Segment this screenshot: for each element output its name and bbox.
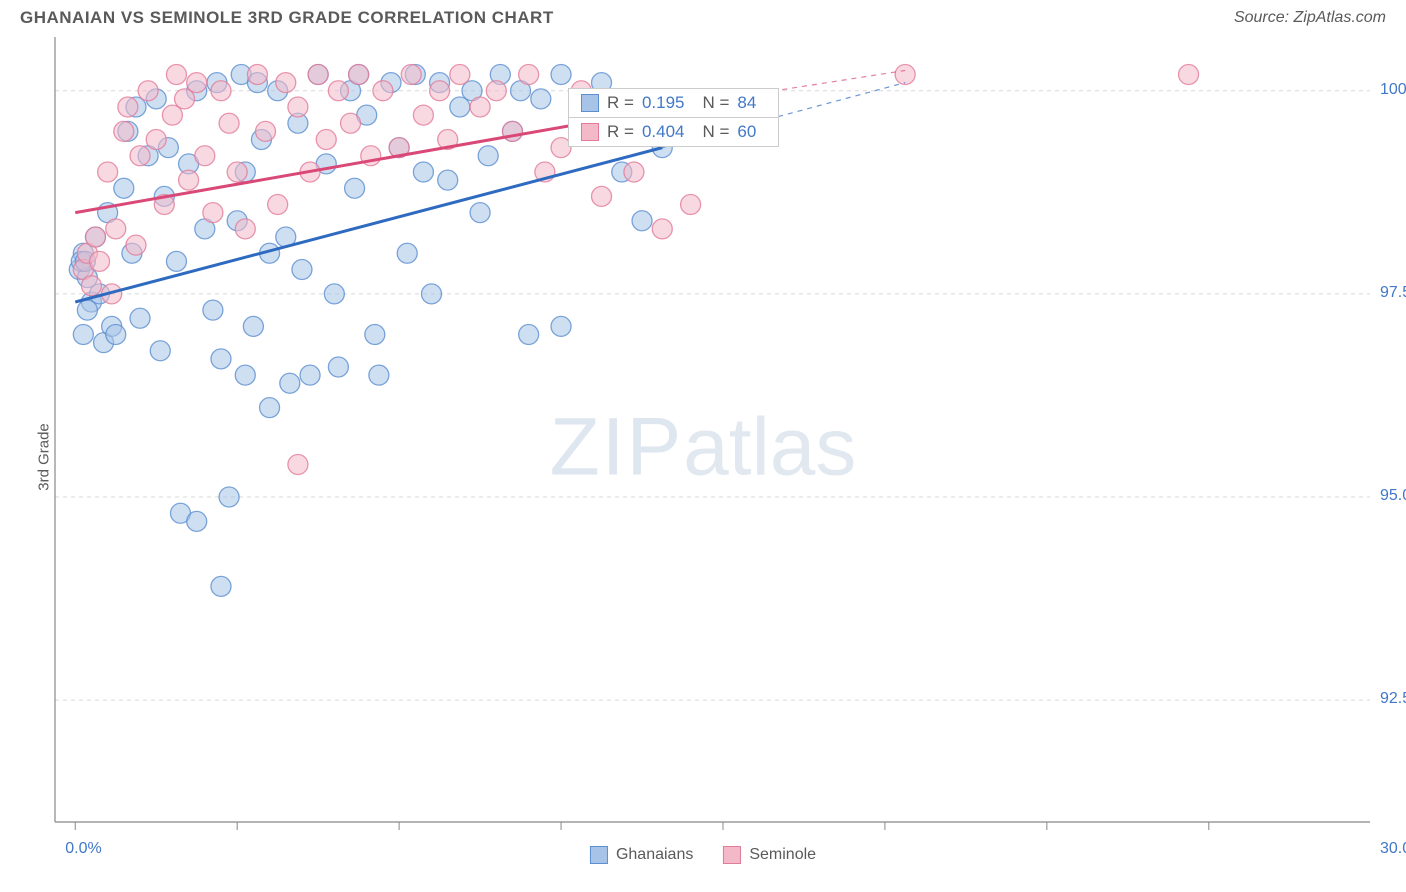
stats-swatch xyxy=(581,123,599,141)
legend-item[interactable]: Seminole xyxy=(723,846,816,864)
stats-row: R = 0.404 N = 60 xyxy=(569,118,778,146)
stats-box: R = 0.195 N = 84 R = 0.404 N = 60 xyxy=(568,88,779,147)
r-label: R = xyxy=(607,122,634,142)
chart-source: Source: ZipAtlas.com xyxy=(1234,9,1386,27)
tick-label: 95.0% xyxy=(1380,487,1406,505)
chart-title: GHANAIAN VS SEMINOLE 3RD GRADE CORRELATI… xyxy=(20,8,554,28)
tick-label: 0.0% xyxy=(65,840,101,858)
y-axis-label: 3rd Grade xyxy=(35,423,52,491)
chart-container: ZIPatlas 3rd Grade R =0.195N =84R =0.404… xyxy=(0,32,1406,882)
n-value: 84 xyxy=(737,93,756,113)
legend: Ghanaians Seminole xyxy=(590,846,816,864)
legend-label: Ghanaians xyxy=(616,846,693,864)
tick-label: 100.0% xyxy=(1380,81,1406,99)
n-value: 60 xyxy=(737,122,756,142)
chart-header: GHANAIAN VS SEMINOLE 3RD GRADE CORRELATI… xyxy=(0,0,1406,32)
tick-label: 30.0% xyxy=(1380,840,1406,858)
tick-label: 92.5% xyxy=(1380,690,1406,708)
tick-label: 97.5% xyxy=(1380,284,1406,302)
scatter-chart xyxy=(0,32,1406,882)
n-label: N = xyxy=(702,93,729,113)
stats-swatch xyxy=(581,94,599,112)
legend-swatch xyxy=(590,846,608,864)
r-value: 0.195 xyxy=(642,93,685,113)
legend-label: Seminole xyxy=(749,846,816,864)
legend-swatch xyxy=(723,846,741,864)
n-label: N = xyxy=(702,122,729,142)
r-label: R = xyxy=(607,93,634,113)
stats-row: R = 0.195 N = 84 xyxy=(569,89,778,118)
legend-item[interactable]: Ghanaians xyxy=(590,846,693,864)
r-value: 0.404 xyxy=(642,122,685,142)
